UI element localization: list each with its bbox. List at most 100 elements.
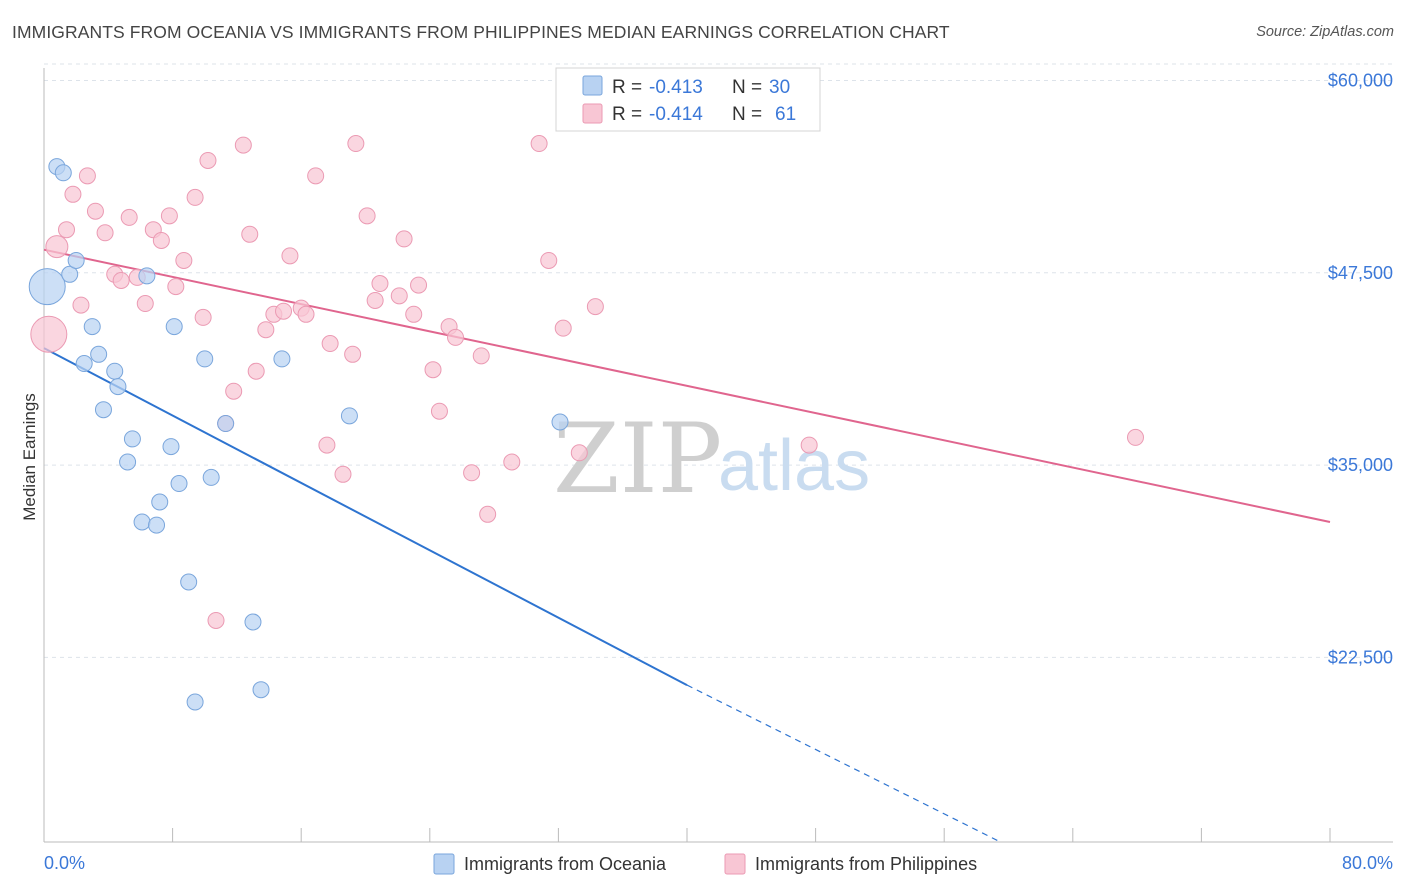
- y-tick-labels: $22,500 $35,000 $47,500 $60,000: [1328, 70, 1393, 667]
- philippines-point-21: [207, 611, 225, 629]
- philippines-point-7: [96, 224, 114, 242]
- philippines-point-27: [257, 321, 275, 339]
- stats-box: R = -0.413 N = 30 R = -0.414 N = 61: [555, 67, 821, 132]
- oceania-point-28: [340, 407, 358, 425]
- philippines-point-12: [136, 295, 154, 313]
- oceania-point-6: [83, 318, 101, 336]
- philippines-point-51: [472, 347, 490, 365]
- oceania-point-5: [75, 355, 93, 373]
- oceania-point-18: [165, 318, 183, 336]
- philippines-point-35: [321, 335, 339, 353]
- philippines-point-26: [247, 362, 265, 380]
- philippines-point-20: [199, 151, 217, 169]
- philippines-n-value: 61: [775, 104, 796, 125]
- philippines-point-56: [554, 319, 572, 337]
- y-tick-label-3: $60,000: [1328, 70, 1393, 90]
- philippines-point-1: [45, 235, 69, 259]
- philippines-stat-swatch: [582, 103, 603, 124]
- philippines-point-39: [358, 207, 376, 225]
- oceania-trend-extension: [686, 684, 1001, 843]
- philippines-point-9: [112, 271, 130, 289]
- philippines-point-25: [241, 225, 259, 243]
- oceania-point-21: [186, 693, 204, 711]
- philippines-point-14: [152, 231, 170, 249]
- philippines-point-41: [371, 275, 389, 293]
- oceania-point-3: [61, 265, 79, 283]
- oceania-n-label: N =: [732, 77, 762, 98]
- philippines-point-59: [800, 436, 818, 454]
- oceania-point-29: [551, 413, 569, 431]
- philippines-point-23: [225, 382, 243, 400]
- philippines-point-2: [58, 221, 76, 239]
- oceania-r-value: -0.413: [649, 77, 703, 98]
- oceania-point-12: [123, 430, 141, 448]
- philippines-point-16: [167, 278, 185, 296]
- axes: [43, 68, 1393, 843]
- oceania-point-27: [273, 350, 291, 368]
- oceania-point-0: [28, 268, 66, 306]
- legend: Immigrants from Oceania Immigrants from …: [433, 853, 977, 875]
- oceania-point-9: [106, 362, 124, 380]
- philippines-point-3: [64, 185, 82, 203]
- oceania-point-14: [138, 267, 156, 285]
- philippines-point-19: [194, 308, 212, 326]
- oceania-r-label: R =: [612, 77, 642, 98]
- x-tick-label-max: 80.0%: [1342, 853, 1393, 873]
- philippines-point-45: [410, 276, 428, 294]
- legend-swatch-oceania: [433, 853, 455, 875]
- philippines-point-29: [275, 302, 293, 320]
- trend-lines: [43, 248, 1331, 843]
- philippines-r-value: -0.414: [649, 104, 703, 125]
- philippines-point-53: [503, 453, 521, 471]
- philippines-point-32: [297, 305, 315, 323]
- philippines-point-37: [344, 345, 362, 363]
- philippines-point-10: [120, 208, 138, 226]
- oceania-point-20: [180, 573, 198, 591]
- philippines-trend-line: [43, 248, 1331, 523]
- philippines-point-0: [30, 315, 68, 353]
- watermark: ZIP atlas: [553, 403, 870, 515]
- philippines-point-54: [530, 135, 548, 153]
- philippines-point-24: [234, 136, 252, 154]
- philippines-point-15: [160, 207, 178, 225]
- oceania-point-24: [217, 415, 235, 433]
- oceania-point-19: [170, 475, 188, 493]
- philippines-point-47: [430, 402, 448, 420]
- oceania-trend-line: [43, 347, 688, 686]
- philippines-point-18: [186, 188, 204, 206]
- oceania-point-17: [162, 438, 180, 456]
- philippines-point-60: [1126, 428, 1144, 446]
- philippines-point-30: [281, 247, 299, 265]
- philippines-point-55: [540, 251, 558, 269]
- chart-title: IMMIGRANTS FROM OCEANIA VS IMMIGRANTS FR…: [12, 22, 950, 42]
- oceania-point-10: [109, 378, 127, 396]
- oceania-point-22: [196, 350, 214, 368]
- chart-source: Source: ZipAtlas.com: [1256, 24, 1394, 40]
- oceania-point-23: [202, 468, 220, 486]
- philippines-point-5: [78, 167, 96, 185]
- philippines-point-38: [347, 135, 365, 153]
- legend-label-oceania: Immigrants from Oceania: [464, 854, 667, 874]
- philippines-point-17: [175, 251, 193, 269]
- philippines-point-33: [307, 167, 325, 185]
- philippines-point-44: [405, 305, 423, 323]
- y-tick-label-2: $47,500: [1328, 263, 1393, 283]
- oceania-point-16: [151, 493, 169, 511]
- legend-swatch-philippines: [724, 853, 746, 875]
- oceania-point-4: [67, 251, 85, 269]
- philippines-point-36: [334, 465, 352, 483]
- oceania-point-26: [252, 681, 270, 699]
- philippines-point-50: [463, 464, 481, 482]
- data-points: [28, 135, 1144, 711]
- philippines-n-label: N =: [732, 104, 762, 125]
- philippines-point-52: [479, 505, 497, 523]
- oceania-point-11: [119, 453, 137, 471]
- oceania-point-13: [133, 513, 151, 531]
- philippines-point-57: [570, 444, 588, 462]
- y-tick-label-1: $35,000: [1328, 455, 1393, 475]
- philippines-point-43: [395, 230, 413, 248]
- oceania-point-2: [54, 164, 72, 182]
- philippines-point-42: [390, 287, 408, 305]
- legend-label-philippines: Immigrants from Philippines: [755, 854, 977, 874]
